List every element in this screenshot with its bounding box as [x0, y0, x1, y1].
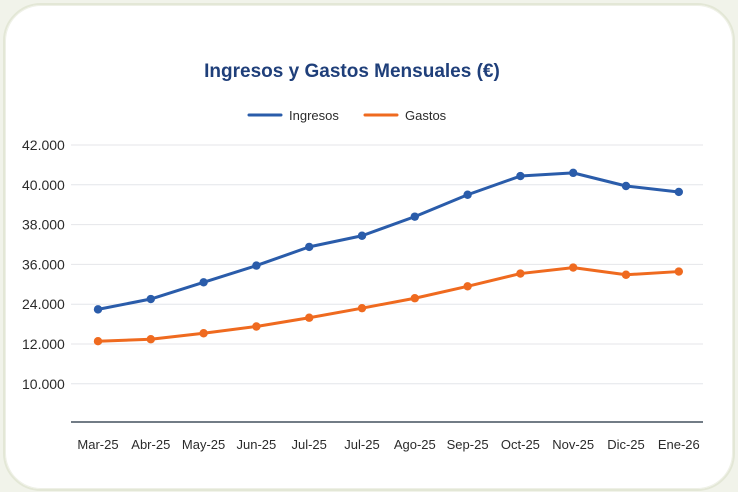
data-point-ingresos: [674, 187, 683, 197]
x-tick-label: Jul-25: [291, 437, 326, 452]
data-point-ingresos: [252, 261, 261, 270]
data-point-ingresos: [516, 171, 525, 181]
data-point-gastos: [516, 269, 525, 278]
y-tick-label: 24.000: [22, 296, 65, 312]
chart-title: Ingresos y Gastos Mensuales (€): [204, 61, 500, 82]
series-line-ingresos: [96, 171, 681, 311]
data-point-gastos: [674, 267, 683, 276]
data-point-gastos: [357, 303, 367, 313]
y-tick-label: 38.000: [22, 217, 65, 233]
series-line-gastos: [96, 266, 681, 343]
grid: [71, 144, 703, 423]
x-tick-label: Dic-25: [607, 437, 645, 452]
data-point-gastos: [569, 263, 578, 272]
data-point-gastos: [252, 322, 261, 331]
y-tick-label: 40.000: [22, 177, 65, 193]
data-point-gastos: [146, 335, 155, 344]
x-tick-label: Nov-25: [552, 437, 594, 452]
data-point-ingresos: [357, 231, 367, 240]
data-point-gastos: [305, 313, 314, 322]
data-point-gastos: [621, 270, 631, 279]
x-axis: Mar-25 Abr-25 May-25 Jun-25 Jul-25 Jul-25 Ago-…: [77, 437, 699, 452]
data-point-gastos: [93, 337, 103, 346]
data-point-gastos: [410, 294, 419, 303]
line-chart: Ingresos y Gastos Mensuales (€) Ingresos…: [22, 61, 703, 452]
legend-label-ingresos: Ingresos: [289, 108, 339, 123]
data-point-gastos: [463, 282, 472, 291]
x-tick-label: Mar-25: [77, 437, 118, 452]
series-group: [93, 168, 683, 346]
x-tick-label: May-25: [182, 437, 225, 452]
chart-card: Ingresos y Gastos Mensuales (€) Ingresos…: [3, 3, 735, 491]
y-tick-label: 10.000: [22, 376, 65, 392]
x-tick-label: Ago-25: [394, 437, 436, 452]
data-point-ingresos: [410, 212, 419, 221]
legend-label-gastos: Gastos: [405, 108, 447, 123]
x-tick-label: Jun-25: [237, 437, 277, 452]
y-tick-label: 36.000: [22, 256, 65, 272]
legend: Ingresos Gastos: [247, 108, 447, 123]
x-tick-label: Oct-25: [501, 437, 540, 452]
x-tick-label: Sep-25: [447, 437, 489, 452]
y-axis: 42.000 40.000 38.000 36.000 24.000 12.000 10.0…: [22, 137, 65, 392]
x-tick-label: Jul-25: [344, 437, 379, 452]
data-point-ingresos: [569, 168, 578, 178]
data-point-gastos: [199, 329, 208, 338]
y-tick-label: 12.000: [22, 336, 65, 352]
data-point-ingresos: [621, 181, 631, 191]
y-tick-label: 42.000: [22, 137, 65, 153]
x-tick-label: Abr-25: [131, 437, 170, 452]
data-point-ingresos: [146, 294, 155, 304]
data-point-ingresos: [93, 305, 103, 314]
data-point-ingresos: [463, 190, 472, 199]
data-point-ingresos: [305, 242, 314, 252]
x-tick-label: Ene-26: [658, 437, 700, 452]
data-point-ingresos: [199, 278, 208, 287]
